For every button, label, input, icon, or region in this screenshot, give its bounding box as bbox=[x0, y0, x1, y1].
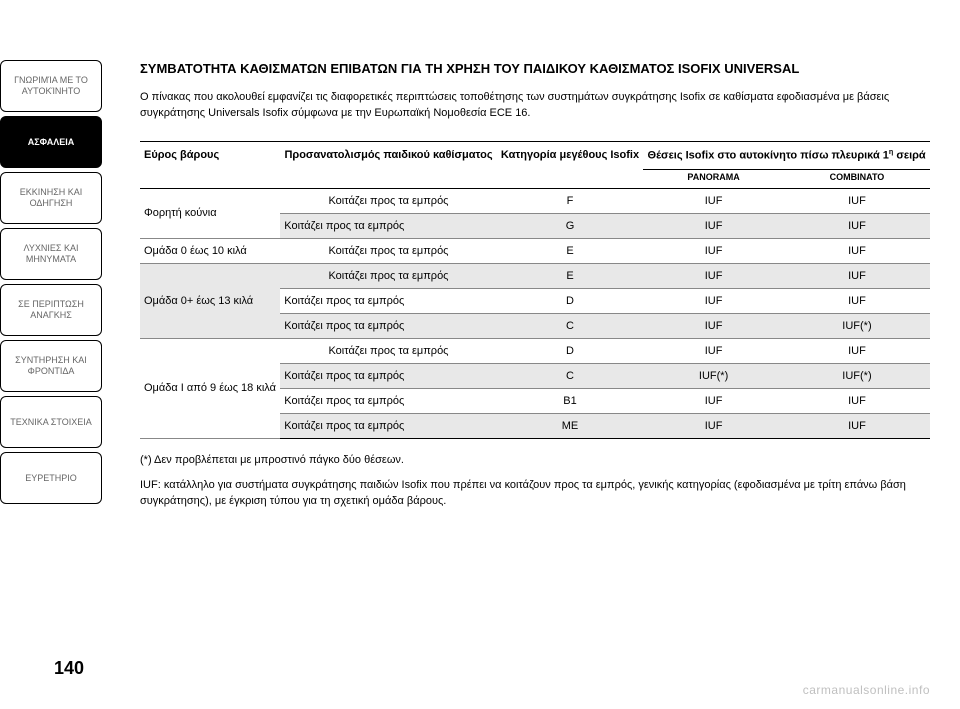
cell-orientation: Κοιτάζει προς τα εμπρός bbox=[280, 313, 497, 338]
cell-orientation: Κοιτάζει προς τα εμπρός bbox=[280, 213, 497, 238]
cell-combinato: IUF bbox=[784, 338, 930, 363]
cell-size: E bbox=[497, 238, 644, 263]
cell-panorama: IUF bbox=[643, 238, 784, 263]
cell-orientation: Κοιτάζει προς τα εμπρός bbox=[280, 388, 497, 413]
cell-combinato: IUF(*) bbox=[784, 313, 930, 338]
table-row: Φορητή κούνιαΚοιτάζει προς τα εμπρόςFIUF… bbox=[140, 188, 930, 213]
page-title: ΣΥΜΒΑΤΟΤΗΤΑ ΚΑΘΙΣΜΑΤΩΝ ΕΠΙΒΑΤΩΝ ΓΙΑ ΤΗ Χ… bbox=[140, 60, 930, 78]
footnote: (*) Δεν προβλέπεται με μπροστινό πάγκο δ… bbox=[140, 453, 930, 468]
cell-weight: Ομάδα 0 έως 10 κιλά bbox=[140, 238, 280, 263]
cell-orientation: Κοιτάζει προς τα εμπρός bbox=[280, 338, 497, 363]
cell-weight: Φορητή κούνια bbox=[140, 188, 280, 238]
intro-text: Ο πίνακας που ακολουθεί εμφανίζει τις δι… bbox=[140, 90, 930, 121]
cell-combinato: IUF bbox=[784, 213, 930, 238]
cell-orientation: Κοιτάζει προς τα εμπρός bbox=[280, 238, 497, 263]
cell-panorama: IUF bbox=[643, 213, 784, 238]
cell-combinato: IUF(*) bbox=[784, 363, 930, 388]
cell-size: D bbox=[497, 338, 644, 363]
cell-panorama: IUF bbox=[643, 388, 784, 413]
cell-size: E bbox=[497, 263, 644, 288]
th-weight: Εύρος βάρους bbox=[140, 141, 280, 188]
th-panorama: PANORAMA bbox=[643, 169, 784, 188]
table-row: Ομάδα 0+ έως 13 κιλάΚοιτάζει προς τα εμπ… bbox=[140, 263, 930, 288]
cell-combinato: IUF bbox=[784, 263, 930, 288]
cell-orientation: Κοιτάζει προς τα εμπρός bbox=[280, 288, 497, 313]
cell-combinato: IUF bbox=[784, 188, 930, 213]
cell-combinato: IUF bbox=[784, 288, 930, 313]
page-number: 140 bbox=[54, 658, 84, 679]
iuf-text: κατάλληλο για συστήματα συγκράτησης παιδ… bbox=[140, 479, 906, 506]
iuf-description: IUF: κατάλληλο για συστήματα συγκράτησης… bbox=[140, 478, 930, 509]
isofix-table: Εύρος βάρουςΠροσανατολισμός παιδικού καθ… bbox=[140, 141, 930, 439]
table-row: Ομάδα I από 9 έως 18 κιλάΚοιτάζει προς τ… bbox=[140, 338, 930, 363]
cell-combinato: IUF bbox=[784, 238, 930, 263]
cell-size: B1 bbox=[497, 388, 644, 413]
cell-panorama: IUF bbox=[643, 288, 784, 313]
th-size: Κατηγορία μεγέθους Isofix bbox=[497, 141, 644, 188]
sidebar-tab-7[interactable]: ΕΥΡΕΤΗΡΙΟ bbox=[0, 452, 102, 504]
watermark: carmanualsonline.info bbox=[803, 683, 930, 697]
sidebar-tab-0[interactable]: ΓΝΩΡΙΜΊΑ ΜΕ ΤΟ ΑΥΤΟΚΊΝΗΤΟ bbox=[0, 60, 102, 112]
sidebar-tab-1[interactable]: ΑΣΦΑΛΕΙΑ bbox=[0, 116, 102, 168]
cell-panorama: IUF bbox=[643, 338, 784, 363]
cell-combinato: IUF bbox=[784, 413, 930, 438]
cell-panorama: IUF(*) bbox=[643, 363, 784, 388]
cell-panorama: IUF bbox=[643, 313, 784, 338]
cell-panorama: IUF bbox=[643, 413, 784, 438]
cell-orientation: Κοιτάζει προς τα εμπρός bbox=[280, 188, 497, 213]
cell-size: C bbox=[497, 363, 644, 388]
main-content: ΣΥΜΒΑΤΟΤΗΤΑ ΚΑΘΙΣΜΑΤΩΝ ΕΠΙΒΑΤΩΝ ΓΙΑ ΤΗ Χ… bbox=[110, 60, 930, 679]
cell-orientation: Κοιτάζει προς τα εμπρός bbox=[280, 363, 497, 388]
cell-size: F bbox=[497, 188, 644, 213]
table-body: Φορητή κούνιαΚοιτάζει προς τα εμπρόςFIUF… bbox=[140, 188, 930, 438]
th-combinato: COMBINATO bbox=[784, 169, 930, 188]
cell-combinato: IUF bbox=[784, 388, 930, 413]
sidebar-tab-6[interactable]: ΤΕΧΝΙΚΑ ΣΤΟΙΧΕΙΑ bbox=[0, 396, 102, 448]
sidebar-tabs: ΓΝΩΡΙΜΊΑ ΜΕ ΤΟ ΑΥΤΟΚΊΝΗΤΟΑΣΦΑΛΕΙΑΕΚΚΙΝΗΣ… bbox=[0, 60, 110, 679]
table-header: Εύρος βάρουςΠροσανατολισμός παιδικού καθ… bbox=[140, 141, 930, 188]
table-row: Ομάδα 0 έως 10 κιλάΚοιτάζει προς τα εμπρ… bbox=[140, 238, 930, 263]
cell-size: C bbox=[497, 313, 644, 338]
cell-panorama: IUF bbox=[643, 188, 784, 213]
cell-size: ME bbox=[497, 413, 644, 438]
sidebar-tab-5[interactable]: ΣΥΝΤΗΡΗΣΗ ΚΑΙ ΦΡΟΝΤΙΔΑ bbox=[0, 340, 102, 392]
th-positions: Θέσεις Isofix στο αυτοκίνητο πίσω πλευρι… bbox=[643, 141, 930, 169]
cell-orientation: Κοιτάζει προς τα εμπρός bbox=[280, 413, 497, 438]
cell-size: D bbox=[497, 288, 644, 313]
sidebar-tab-2[interactable]: ΕΚΚΙΝΗΣΗ ΚΑΙ ΟΔΗΓΗΣΗ bbox=[0, 172, 102, 224]
cell-orientation: Κοιτάζει προς τα εμπρός bbox=[280, 263, 497, 288]
th-orientation: Προσανατολισμός παιδικού καθίσματος bbox=[280, 141, 497, 188]
cell-weight: Ομάδα 0+ έως 13 κιλά bbox=[140, 263, 280, 338]
cell-panorama: IUF bbox=[643, 263, 784, 288]
cell-size: G bbox=[497, 213, 644, 238]
cell-weight: Ομάδα I από 9 έως 18 κιλά bbox=[140, 338, 280, 438]
sidebar-tab-3[interactable]: ΛΥΧΝΙΕΣ ΚΑΙ ΜΗΝΥΜΑΤΑ bbox=[0, 228, 102, 280]
sidebar-tab-4[interactable]: ΣΕ ΠΕΡΙΠΤΩΣΗ ΑΝΑΓΚΗΣ bbox=[0, 284, 102, 336]
iuf-prefix: IUF: bbox=[140, 479, 161, 491]
